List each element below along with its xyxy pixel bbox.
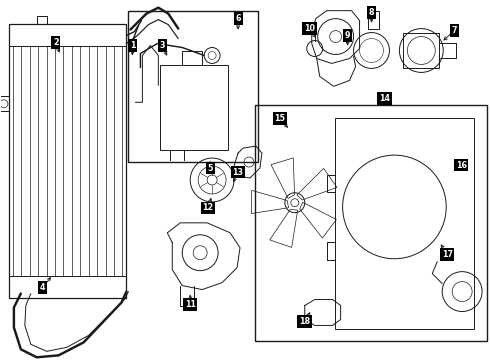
Bar (9, 24, 126, 298)
Bar (182, 51, 202, 66)
Text: 6: 6 (235, 14, 241, 23)
Text: 10: 10 (304, 24, 315, 33)
Text: 16: 16 (456, 161, 466, 170)
Text: 18: 18 (299, 317, 310, 326)
Bar (403, 32, 439, 68)
Text: 4: 4 (40, 283, 46, 292)
Text: 2: 2 (53, 38, 58, 47)
Bar (0, 96, 9, 111)
Bar (128, 11, 258, 162)
Text: 12: 12 (202, 203, 214, 212)
Bar (9, 276, 126, 298)
Text: 7: 7 (451, 26, 457, 35)
Text: 5: 5 (207, 163, 213, 172)
Bar (255, 105, 487, 341)
Text: 9: 9 (345, 31, 350, 40)
Text: 8: 8 (368, 8, 374, 17)
Text: 15: 15 (274, 114, 285, 123)
Text: 1: 1 (130, 41, 135, 50)
Bar (335, 118, 474, 329)
Text: 13: 13 (233, 167, 244, 176)
Text: 14: 14 (379, 94, 390, 103)
Bar (160, 66, 228, 150)
Text: 17: 17 (441, 250, 453, 259)
Bar (37, 15, 47, 24)
Bar (368, 11, 379, 28)
Text: 11: 11 (185, 300, 196, 309)
Text: 3: 3 (160, 41, 165, 50)
Bar (9, 24, 126, 45)
